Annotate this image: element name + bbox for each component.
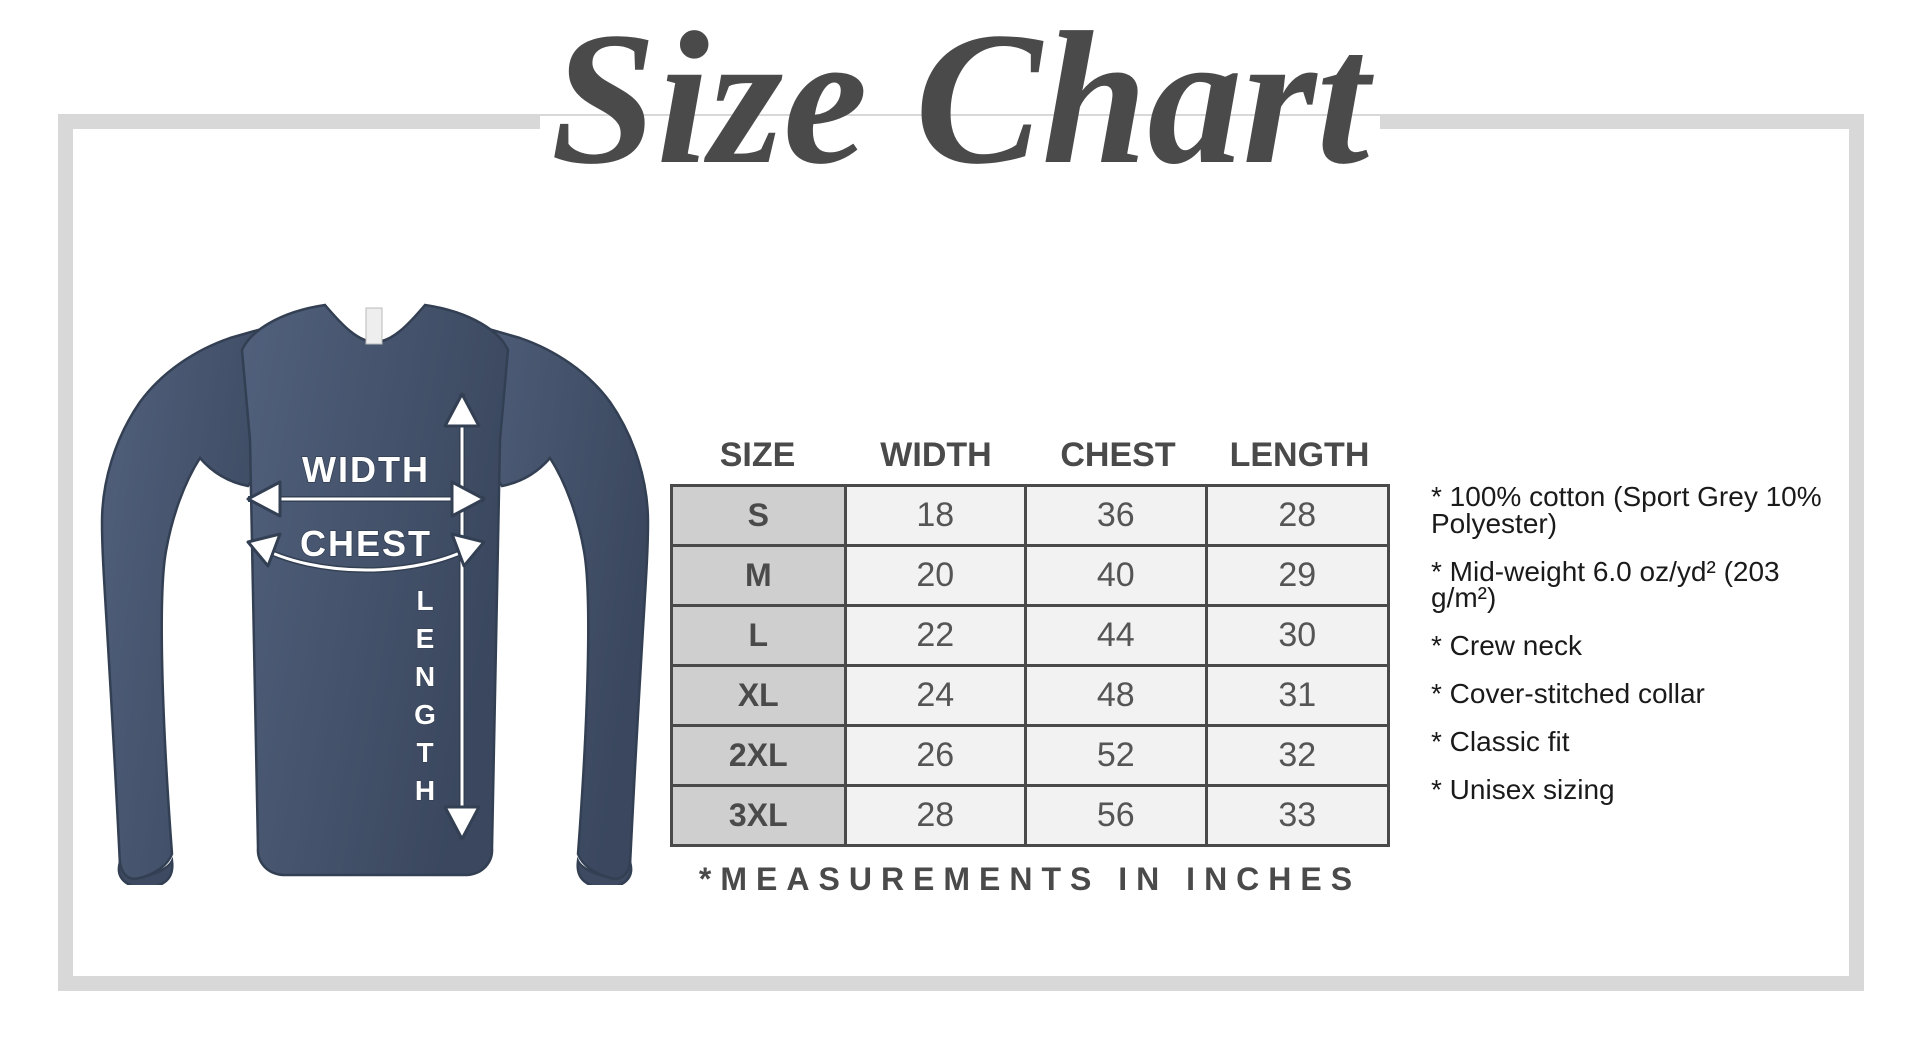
- svg-text:G: G: [414, 699, 436, 730]
- svg-text:T: T: [416, 737, 433, 768]
- svg-text:WIDTH: WIDTH: [302, 449, 430, 490]
- svg-text:E: E: [416, 623, 435, 654]
- svg-text:H: H: [415, 775, 435, 806]
- svg-text:CHEST: CHEST: [300, 523, 432, 564]
- svg-text:N: N: [415, 661, 435, 692]
- svg-text:L: L: [416, 585, 433, 616]
